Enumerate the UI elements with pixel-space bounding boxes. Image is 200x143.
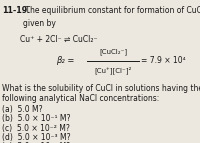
Text: (e)  5.0 × 10⁻⁴ M?: (e) 5.0 × 10⁻⁴ M?: [2, 142, 70, 143]
Text: given by: given by: [23, 19, 56, 28]
Text: β₂ =: β₂ =: [56, 56, 74, 65]
Text: = 7.9 × 10⁴: = 7.9 × 10⁴: [141, 56, 186, 65]
Text: following analytical NaCl concentrations:: following analytical NaCl concentrations…: [2, 94, 159, 103]
Text: 11-19.: 11-19.: [2, 6, 30, 15]
Text: (b)  5.0 × 10⁻¹ M?: (b) 5.0 × 10⁻¹ M?: [2, 114, 70, 123]
Text: [CuCl₂⁻]: [CuCl₂⁻]: [99, 48, 127, 55]
Text: What is the solubility of CuCl in solutions having the: What is the solubility of CuCl in soluti…: [2, 84, 200, 93]
Text: (d)  5.0 × 10⁻³ M?: (d) 5.0 × 10⁻³ M?: [2, 133, 71, 142]
Text: The equilibrium constant for formation of CuCl₂⁻ is: The equilibrium constant for formation o…: [23, 6, 200, 15]
Text: (a)  5.0 M?: (a) 5.0 M?: [2, 105, 43, 114]
Text: Cu⁺ + 2Cl⁻ ⇌ CuCl₂⁻: Cu⁺ + 2Cl⁻ ⇌ CuCl₂⁻: [20, 35, 98, 44]
Text: [Cu⁺][Cl⁻]²: [Cu⁺][Cl⁻]²: [94, 66, 132, 74]
Text: (c)  5.0 × 10⁻² M?: (c) 5.0 × 10⁻² M?: [2, 124, 70, 133]
